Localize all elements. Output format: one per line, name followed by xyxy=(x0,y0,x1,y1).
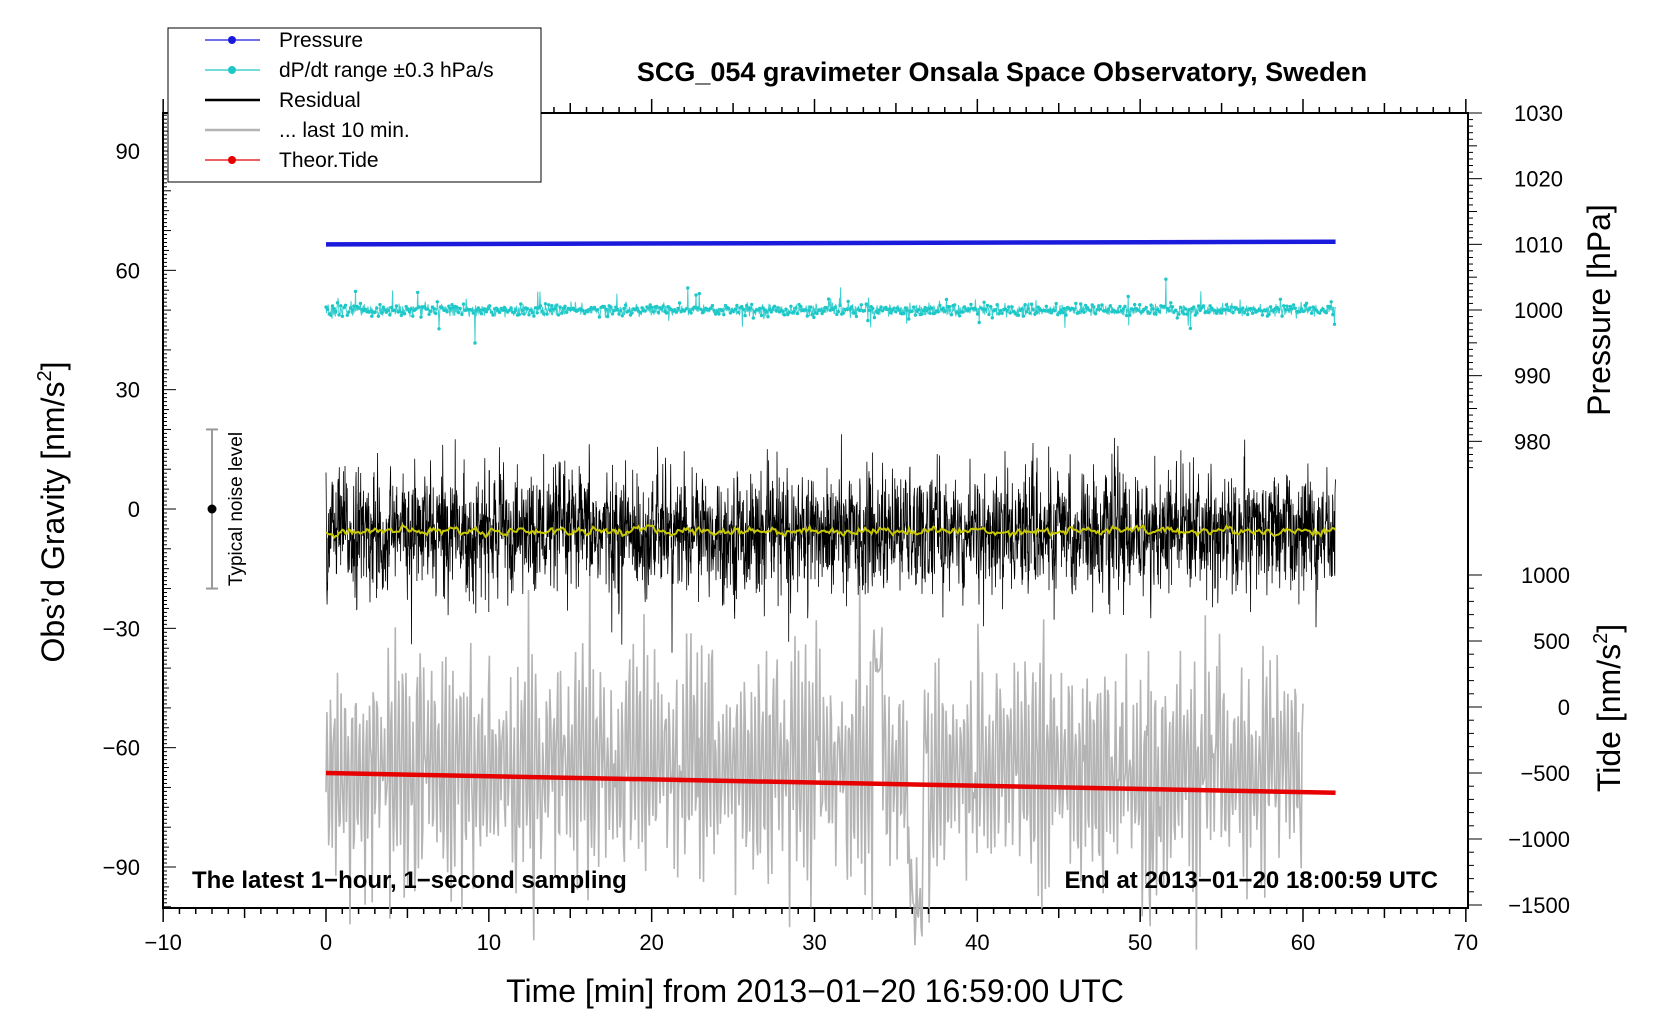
pressure-series xyxy=(325,239,1336,247)
y-tide-tick-label: 500 xyxy=(1533,629,1570,654)
x-tick-label: 0 xyxy=(320,930,332,955)
chart-title: SCG_054 gravimeter Onsala Space Observat… xyxy=(637,57,1367,87)
y-left-tick-label: 0 xyxy=(128,497,140,522)
x-axis-ticks: −10 0 10 20 30 40 50 60 70 xyxy=(145,99,1478,955)
plot-frame xyxy=(162,112,1469,909)
y-pressure-tick-label: 1000 xyxy=(1514,298,1563,323)
last-10-min-series xyxy=(325,564,1304,950)
legend-marker xyxy=(228,156,236,164)
y-pressure-tick-label: 980 xyxy=(1514,429,1551,454)
y-left-axis-title: Obs’d Gravity [nm/s2] xyxy=(34,362,71,663)
y-pressure-axis-ticks: 1030 1020 1010 1000 990 980 xyxy=(1468,101,1563,469)
y-left-tick-label: 30 xyxy=(116,378,140,403)
y-pressure-tick-label: 990 xyxy=(1514,364,1551,389)
noise-center-dot xyxy=(207,504,217,514)
tide-line xyxy=(325,770,1336,796)
legend-label: Theor.Tide xyxy=(279,149,379,172)
x-tick-label: 70 xyxy=(1454,930,1478,955)
x-axis-title: Time [min] from 2013−01−20 16:59:00 UTC xyxy=(506,973,1124,1009)
annotation-end-time: End at 2013−01−20 18:00:59 UTC xyxy=(1064,867,1438,894)
y-tide-axis-title: Tide [nm/s2] xyxy=(1590,624,1627,792)
last-10-min-line xyxy=(325,564,1304,950)
y-tide-tick-label: 1000 xyxy=(1521,563,1570,588)
legend: Pressure dP/dt range ±0.3 hPa/s Residual..… xyxy=(167,27,542,183)
y-tide-tick-label: −1000 xyxy=(1508,827,1570,852)
y-tide-tick-label: −1500 xyxy=(1508,893,1570,918)
y-left-tick-label: 60 xyxy=(116,258,140,283)
y-pressure-tick-label: 1010 xyxy=(1514,232,1563,257)
x-tick-label: 40 xyxy=(965,930,989,955)
residual-smoothed-line xyxy=(325,523,1337,540)
x-tick-label: 50 xyxy=(1128,930,1152,955)
pressure-line xyxy=(325,239,1336,247)
legend-label: Pressure xyxy=(279,29,363,52)
y-left-tick-label: −30 xyxy=(103,616,140,641)
legend-marker xyxy=(228,36,236,44)
y-pressure-tick-label: 1030 xyxy=(1514,101,1563,126)
y-pressure-axis-title: Pressure [hPa] xyxy=(1581,204,1617,416)
y-tide-tick-label: 0 xyxy=(1558,695,1570,720)
x-tick-label: 30 xyxy=(802,930,826,955)
x-tick-label: −10 xyxy=(145,930,182,955)
legend-label: dP/dt range ±0.3 hPa/s xyxy=(279,59,494,82)
y-left-tick-label: −90 xyxy=(103,855,140,880)
dpdt-line xyxy=(325,279,1337,344)
residual-line xyxy=(325,434,1336,653)
x-tick-label: 60 xyxy=(1291,930,1315,955)
y-tide-axis-ticks: 1000 500 0 −500 −1000 −1500 xyxy=(1468,563,1570,918)
residual-series xyxy=(325,434,1336,653)
x-tick-label: 10 xyxy=(477,930,501,955)
annotation-sampling: The latest 1−hour, 1−second sampling xyxy=(192,867,627,894)
tide-series xyxy=(325,770,1336,796)
y-pressure-tick-label: 1020 xyxy=(1514,167,1563,192)
legend-box xyxy=(167,27,542,183)
y-left-tick-label: 90 xyxy=(116,139,140,164)
noise-level-indicator: Typical noise level xyxy=(206,428,247,590)
dpdt-series xyxy=(324,277,1337,345)
x-tick-label: 20 xyxy=(639,930,663,955)
noise-label: Typical noise level xyxy=(226,432,247,586)
legend-label: Residual xyxy=(279,89,361,112)
y-tide-tick-label: −500 xyxy=(1520,761,1570,786)
legend-marker xyxy=(228,66,236,74)
legend-label: ... last 10 min. xyxy=(279,119,410,142)
y-left-tick-label: −60 xyxy=(103,736,140,761)
y-left-axis-ticks: 90 60 30 0 −30 −60 −90 xyxy=(103,114,176,908)
residual-smoothed-series xyxy=(325,523,1337,540)
